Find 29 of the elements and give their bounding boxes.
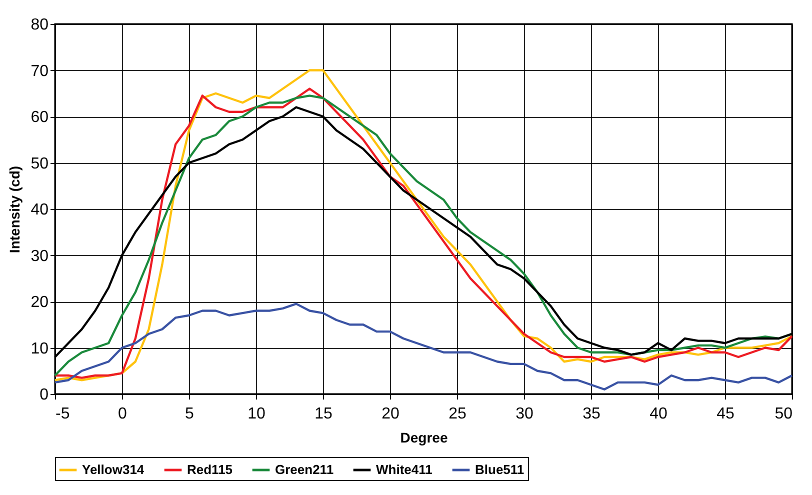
x-tick-label: 5 xyxy=(185,406,194,422)
y-tick-label: 20 xyxy=(30,294,49,311)
x-tick-label: -5 xyxy=(56,406,70,422)
x-tick-label: 50 xyxy=(774,406,793,422)
x-tick-label: 20 xyxy=(382,406,400,422)
x-axis-title: Degree xyxy=(400,430,448,446)
y-tick-label: 70 xyxy=(30,62,49,80)
y-tick-label: 10 xyxy=(30,340,49,358)
legend-label: Green211 xyxy=(275,462,334,477)
x-tick-label: 45 xyxy=(716,406,734,422)
y-tick-label: 50 xyxy=(30,155,49,172)
legend-label: Yellow314 xyxy=(82,462,145,477)
y-axis-title: Intensity (cd) xyxy=(6,166,23,254)
y-tick-label: 30 xyxy=(30,248,49,265)
legend-label: Blue511 xyxy=(475,462,524,477)
x-tick-label: 40 xyxy=(650,406,668,422)
line-series xyxy=(54,302,794,390)
x-tick-label: 0 xyxy=(118,406,128,422)
x-tick-label: 25 xyxy=(448,406,466,422)
y-tick-label: 60 xyxy=(30,109,49,126)
y-tick-label: 80 xyxy=(30,16,49,34)
y-tick-label: 40 xyxy=(30,202,49,218)
legend-label: Red115 xyxy=(187,462,233,477)
x-tick-label: 10 xyxy=(248,406,266,422)
x-tick-label: 30 xyxy=(516,406,534,422)
y-tick-label: 0 xyxy=(40,386,49,404)
x-tick-label: 15 xyxy=(314,406,332,422)
x-tick-label: 35 xyxy=(582,406,600,422)
legend-label: White411 xyxy=(376,462,432,477)
